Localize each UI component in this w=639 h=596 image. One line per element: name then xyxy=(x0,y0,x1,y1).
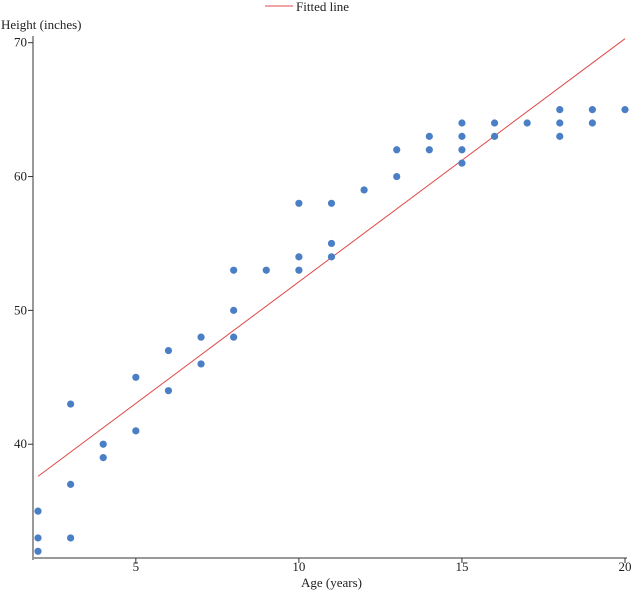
y-tick-label: 60 xyxy=(14,169,27,184)
data-point xyxy=(621,106,629,114)
x-tick-label: 20 xyxy=(619,559,632,574)
data-point xyxy=(588,106,596,114)
data-point xyxy=(393,146,401,154)
data-point xyxy=(262,266,270,274)
y-tick-label: 70 xyxy=(14,35,27,50)
data-points xyxy=(34,106,629,555)
data-point xyxy=(295,266,303,274)
data-point xyxy=(67,534,75,542)
data-point xyxy=(132,427,140,435)
axes xyxy=(32,36,627,560)
data-point xyxy=(295,253,303,261)
data-point xyxy=(458,159,466,167)
data-point xyxy=(164,387,173,395)
data-point xyxy=(327,239,336,248)
data-point xyxy=(556,106,564,114)
x-axis-label: Age (years) xyxy=(301,575,362,590)
y-tick-label: 40 xyxy=(14,436,27,451)
data-point xyxy=(295,199,303,207)
y-tick-label: 50 xyxy=(14,302,27,317)
y-axis-ticks: 40 50 60 70 xyxy=(14,35,33,451)
legend-fitted-line-label: Fitted line xyxy=(296,0,349,14)
data-point xyxy=(34,534,42,542)
data-point xyxy=(425,146,433,154)
data-point xyxy=(588,119,596,127)
data-point xyxy=(490,132,499,140)
data-point xyxy=(67,480,75,488)
data-point xyxy=(327,199,336,207)
data-point xyxy=(34,547,42,555)
data-point xyxy=(425,132,433,140)
data-point xyxy=(164,346,173,355)
data-point xyxy=(230,266,238,274)
x-tick-label: 5 xyxy=(133,559,140,574)
data-point xyxy=(230,306,238,314)
data-point xyxy=(360,186,368,194)
data-point xyxy=(99,440,107,448)
data-point xyxy=(132,373,140,381)
data-point xyxy=(458,146,466,154)
data-point xyxy=(458,119,466,127)
data-point xyxy=(523,119,531,127)
x-tick-label: 15 xyxy=(455,559,468,574)
data-point xyxy=(490,119,499,127)
data-point xyxy=(556,119,564,127)
data-point xyxy=(556,132,564,140)
data-point xyxy=(197,360,205,368)
data-point xyxy=(67,400,75,408)
x-tick-label: 10 xyxy=(292,559,305,574)
x-axis-ticks: 5 10 15 20 xyxy=(133,558,632,574)
data-point xyxy=(197,333,205,341)
legend: Fitted line xyxy=(265,0,349,14)
data-point xyxy=(99,454,107,462)
y-axis-label: Height (inches) xyxy=(1,17,82,32)
data-point xyxy=(458,132,466,140)
data-point xyxy=(393,172,401,181)
data-point xyxy=(230,333,238,341)
data-point xyxy=(34,507,42,515)
data-point xyxy=(327,253,336,261)
